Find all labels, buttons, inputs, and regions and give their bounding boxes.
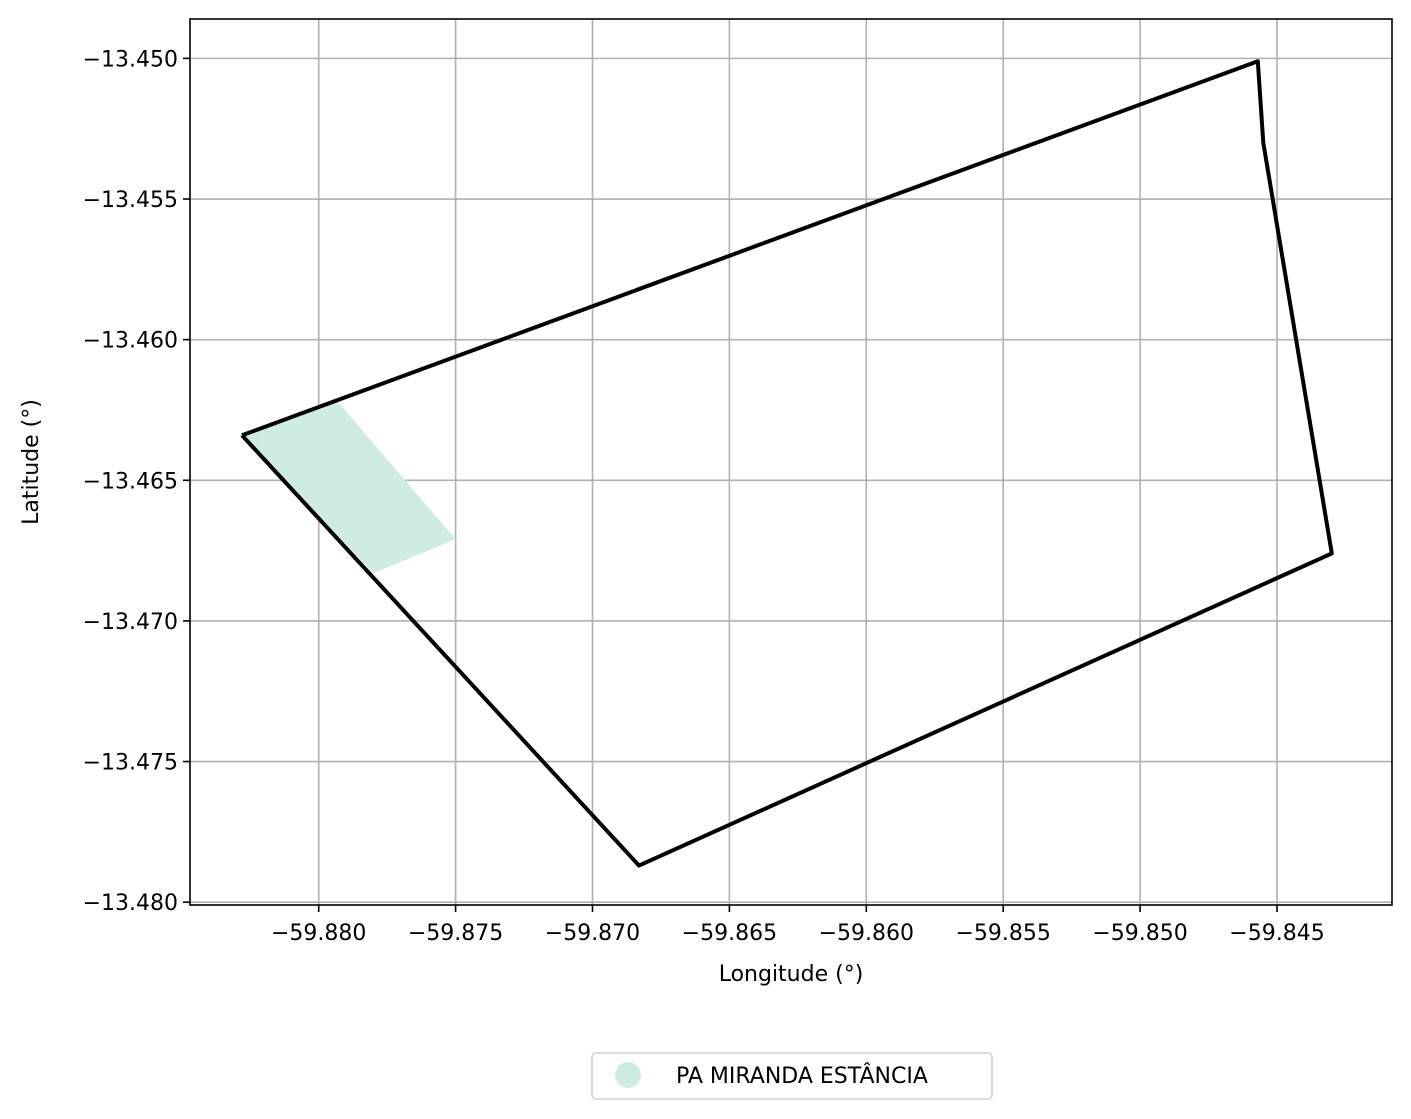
x-axis-ticks: −59.880 −59.875 −59.870 −59.865 −59.860 −59.8… (271, 905, 1325, 946)
plot-frame (189, 18, 1393, 906)
y-tick-label: −13.450 (83, 47, 178, 72)
legend-label: PA MIRANDA ESTÂNCIA (676, 1063, 928, 1089)
legend: PA MIRANDA ESTÂNCIA (591, 1052, 993, 1100)
y-tick-label: −13.480 (83, 891, 178, 916)
x-tick-label: −59.870 (545, 921, 640, 946)
legend-box (591, 1052, 993, 1100)
x-tick-label: −59.865 (682, 921, 777, 946)
x-tick-label: −59.850 (1092, 921, 1187, 946)
y-tick-label: −13.470 (83, 610, 178, 635)
y-axis-ticks: −13.450 −13.455 −13.460 −13.465 −13.470 −13.4… (83, 47, 190, 916)
area-polygon (242, 398, 456, 574)
x-tick-label: −59.880 (271, 921, 366, 946)
y-tick-label: −13.465 (83, 469, 178, 494)
boundary-line (240, 59, 1334, 868)
y-tick-label: −13.455 (83, 188, 178, 213)
x-tick-label: −59.845 (1229, 921, 1324, 946)
area-layer (242, 398, 456, 574)
y-axis-label: Latitude (°) (19, 399, 44, 525)
legend-marker (615, 1062, 641, 1088)
x-tick-label: −59.855 (955, 921, 1050, 946)
x-tick-label: −59.860 (819, 921, 914, 946)
y-tick-label: −13.460 (83, 329, 178, 354)
x-axis-label: Longitude (°) (719, 962, 864, 987)
x-tick-label: −59.875 (408, 921, 503, 946)
boundary-layer (240, 59, 1334, 868)
y-tick-label: −13.475 (83, 751, 178, 776)
